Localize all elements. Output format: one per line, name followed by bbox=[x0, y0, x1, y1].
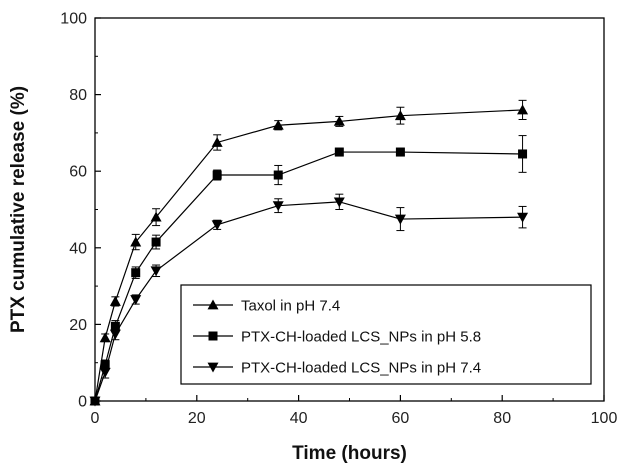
data-point bbox=[131, 268, 141, 278]
legend-entry: PTX-CH-loaded LCS_NPs in pH 5.8 bbox=[193, 329, 481, 346]
y-tick-label: 80 bbox=[69, 87, 87, 104]
legend-label: Taxol in pH 7.4 bbox=[241, 298, 340, 315]
data-point bbox=[89, 396, 101, 407]
data-point bbox=[394, 214, 406, 225]
data-point bbox=[272, 119, 284, 130]
data-point bbox=[333, 115, 345, 126]
series-line bbox=[94, 151, 523, 402]
legend-entry: Taxol in pH 7.4 bbox=[193, 298, 340, 315]
data-point bbox=[517, 212, 529, 223]
data-point bbox=[273, 170, 283, 180]
data-point bbox=[394, 110, 406, 121]
legend-marker bbox=[207, 299, 219, 310]
series-line bbox=[94, 201, 523, 402]
x-tick-label: 40 bbox=[290, 410, 308, 427]
data-point bbox=[110, 321, 120, 331]
data-point bbox=[99, 332, 111, 343]
y-tick-label: 100 bbox=[60, 11, 87, 28]
legend-label: PTX-CH-loaded LCS_NPs in pH 7.4 bbox=[241, 360, 481, 377]
x-axis-title: Time (hours) bbox=[292, 443, 407, 464]
y-tick-label: 40 bbox=[69, 240, 87, 257]
series-line bbox=[94, 109, 523, 402]
x-tick-label: 80 bbox=[493, 410, 511, 427]
x-tick-label: 20 bbox=[188, 410, 206, 427]
legend: Taxol in pH 7.4 PTX-CH-loaded LCS_NPs in … bbox=[180, 284, 592, 385]
data-point bbox=[99, 367, 111, 378]
series-3 bbox=[89, 193, 529, 407]
x-tick-label: 100 bbox=[591, 410, 618, 427]
data-point bbox=[517, 104, 529, 115]
data-point bbox=[334, 147, 344, 157]
data-point bbox=[109, 295, 121, 306]
data-point bbox=[395, 147, 405, 157]
y-tick-label: 20 bbox=[69, 317, 87, 334]
y-tick-label: 0 bbox=[78, 394, 87, 411]
data-point bbox=[333, 197, 345, 208]
data-point bbox=[151, 237, 161, 247]
data-point bbox=[211, 220, 223, 231]
data-point bbox=[130, 295, 142, 306]
x-axis: 0 20 40 60 80 100 bbox=[91, 395, 618, 427]
legend-marker bbox=[207, 362, 219, 373]
data-point bbox=[150, 211, 162, 222]
data-point bbox=[518, 149, 528, 159]
x-tick-label: 0 bbox=[91, 410, 100, 427]
data-point bbox=[272, 201, 284, 212]
legend-entry: PTX-CH-loaded LCS_NPs in pH 7.4 bbox=[193, 360, 481, 377]
data-point bbox=[109, 329, 121, 340]
y-axis-title: PTX cumulative release (%) bbox=[8, 86, 29, 333]
data-point bbox=[130, 236, 142, 247]
data-point bbox=[150, 266, 162, 277]
legend-marker bbox=[208, 331, 218, 341]
data-point bbox=[212, 170, 222, 180]
y-tick-label: 60 bbox=[69, 164, 87, 181]
data-point bbox=[211, 136, 223, 147]
x-tick-label: 60 bbox=[392, 410, 410, 427]
legend-box bbox=[180, 284, 592, 385]
series-1 bbox=[89, 99, 529, 406]
data-point bbox=[100, 360, 110, 370]
legend-label: PTX-CH-loaded LCS_NPs in pH 5.8 bbox=[241, 329, 481, 346]
series-layer bbox=[89, 99, 529, 407]
